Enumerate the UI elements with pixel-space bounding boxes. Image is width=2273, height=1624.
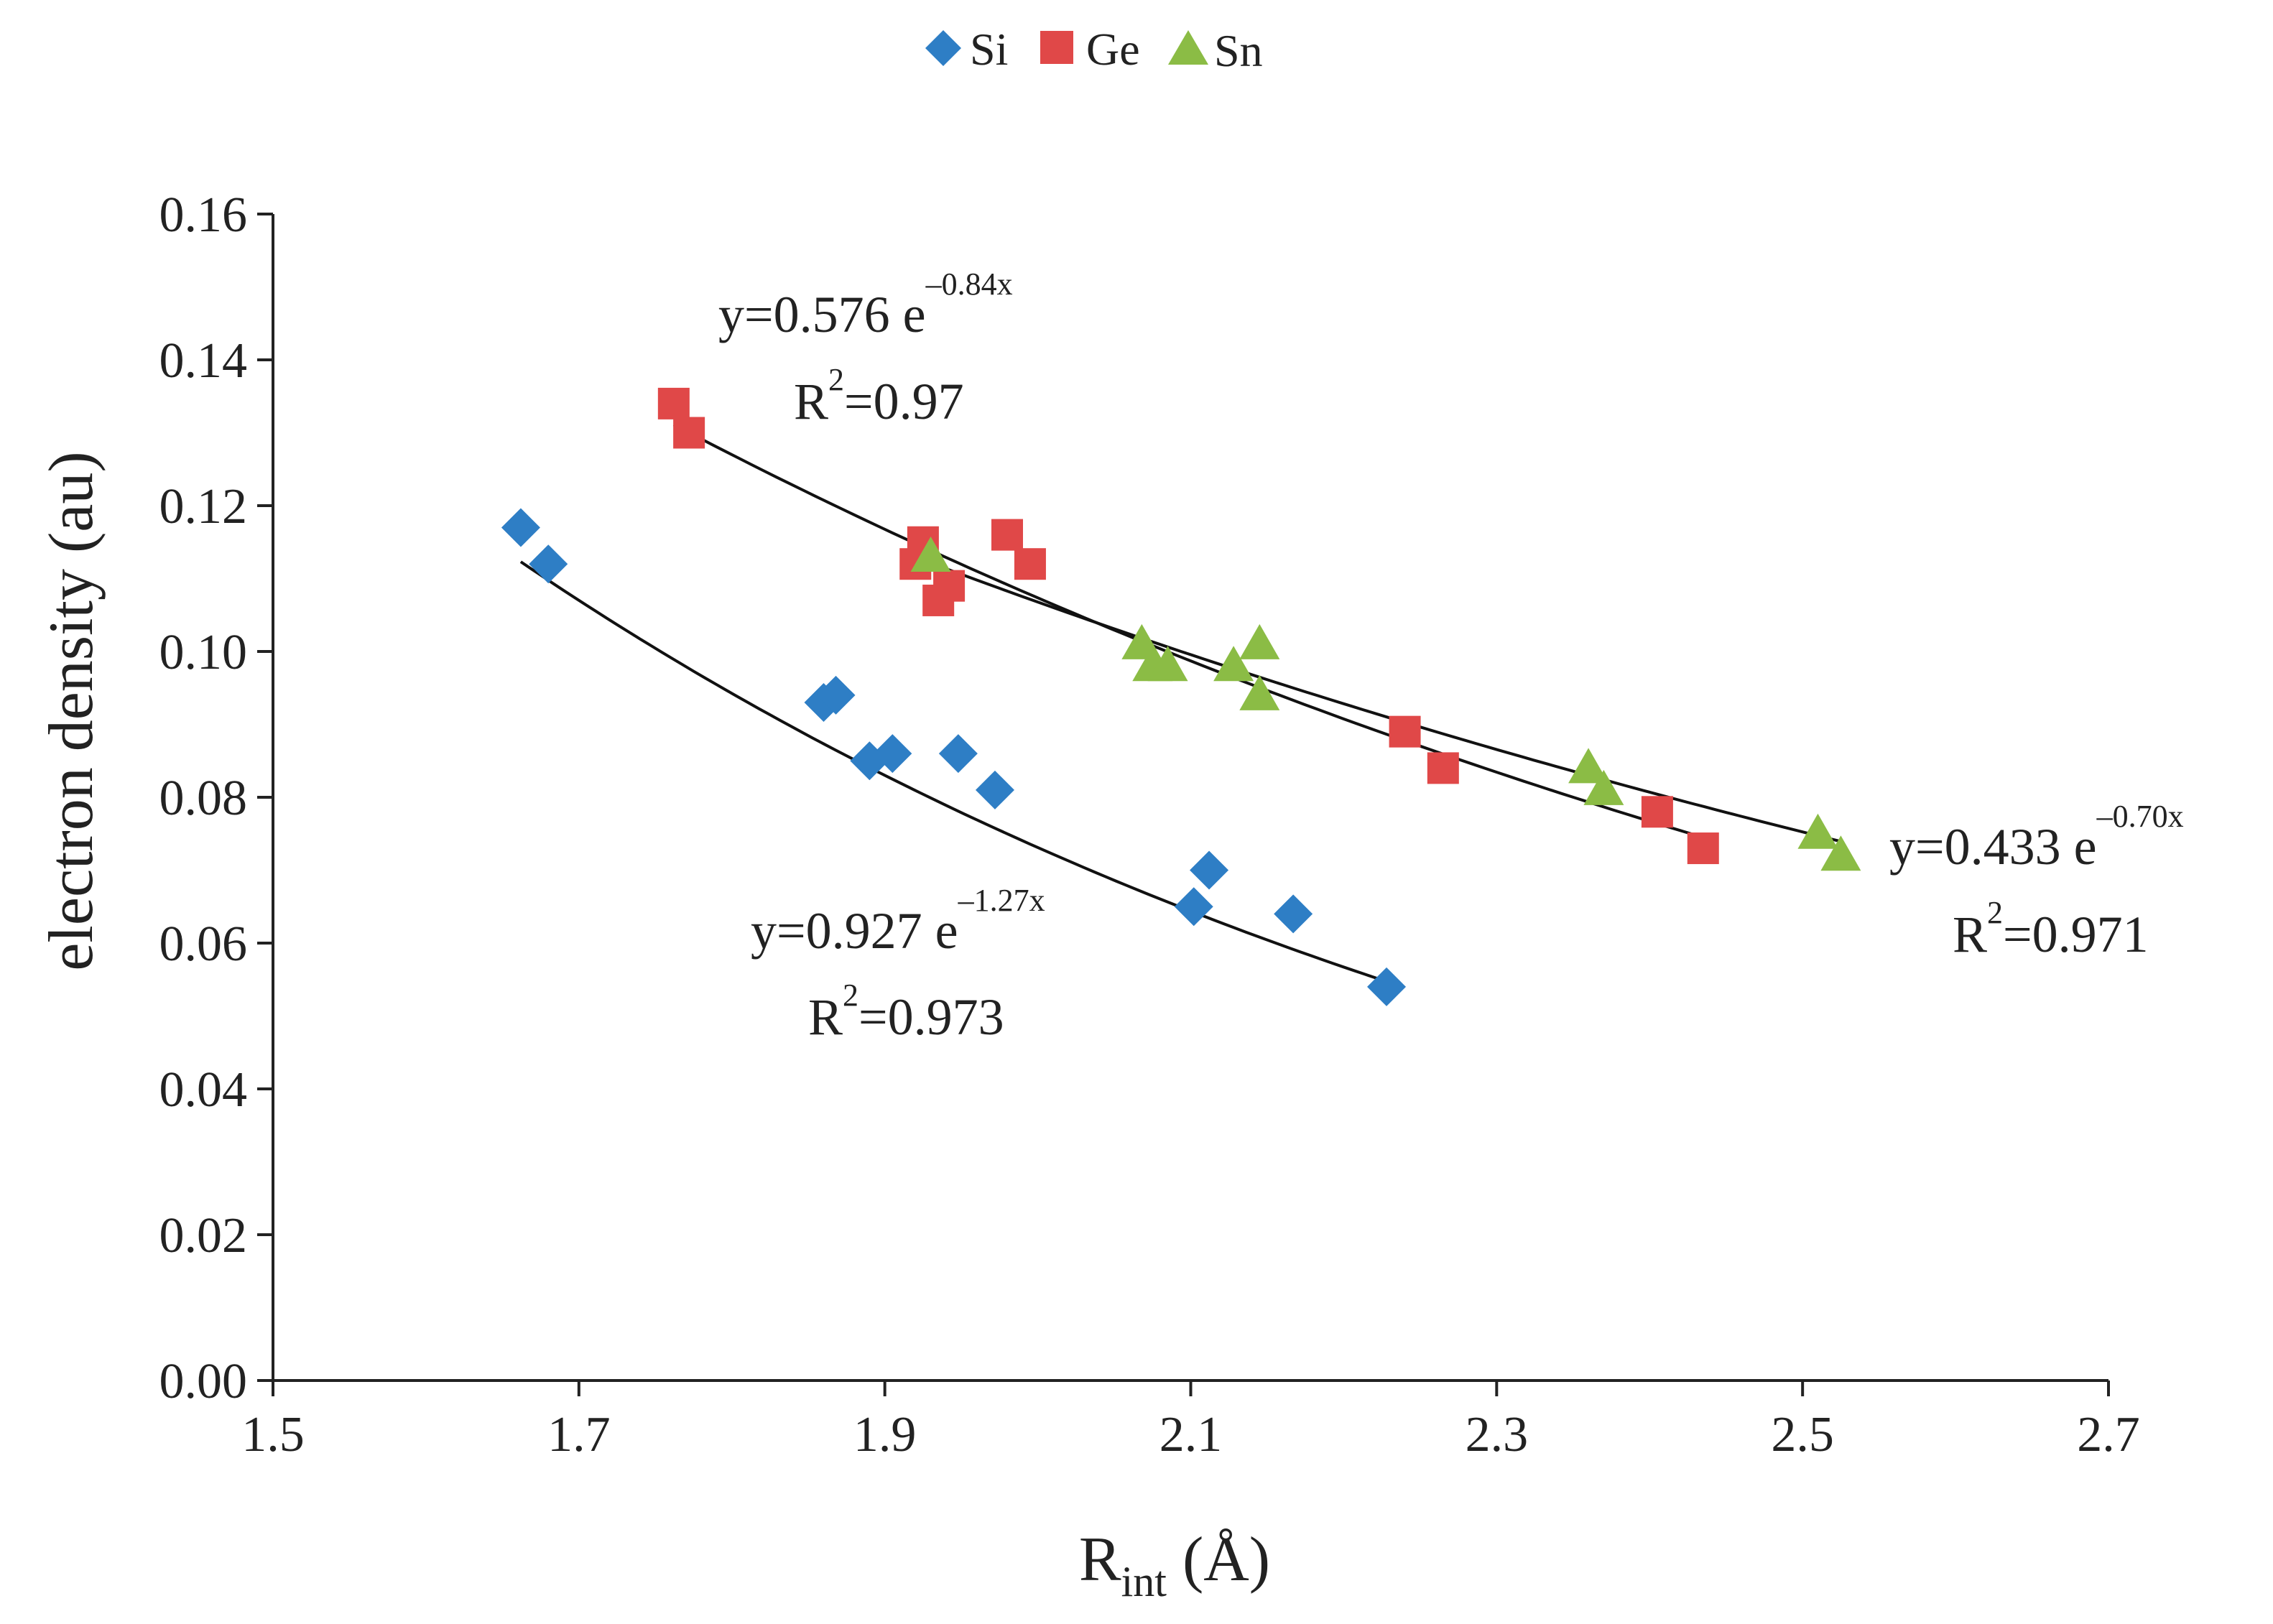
point-si[interactable] (529, 544, 568, 584)
point-ge[interactable] (673, 417, 705, 449)
y-tick-label: 0.08 (159, 771, 248, 826)
annotation-si-eq-base: y=0.927 e (751, 902, 958, 960)
legend-label-ge: Ge (1086, 24, 1140, 75)
annotation-ge: y=0.576 e–0.84x R2=0.97 (718, 266, 1013, 430)
point-ge[interactable] (1014, 548, 1046, 580)
annotation-ge-equation: y=0.576 e–0.84x (718, 266, 1013, 343)
point-si[interactable] (938, 734, 978, 774)
annotation-si-r2: R2=0.973 (808, 978, 1004, 1046)
point-si[interactable] (1274, 894, 1313, 934)
x-axis-title: Rint (Å) (1079, 1525, 1270, 1605)
point-ge[interactable] (1641, 796, 1673, 828)
point-ge[interactable] (1427, 752, 1459, 784)
point-ge[interactable] (991, 519, 1023, 551)
legend-label-sn: Sn (1214, 25, 1263, 76)
annotation-ge-r2-value: =0.97 (844, 373, 964, 430)
axes: 1.5 1.7 1.9 2.1 2.3 2.5 2.7 0.000.020.040.060.… (159, 187, 2140, 1462)
point-sn[interactable] (1147, 646, 1188, 682)
x-tick-label: 1.5 (241, 1407, 305, 1462)
y-tick-label: 0.16 (159, 187, 248, 243)
fit-curve-sn (930, 561, 1841, 843)
annotation-ge-eq-exponent: –0.84x (925, 266, 1013, 302)
y-axis-title: electron density (au) (37, 451, 106, 970)
annotation-ge-r2: R2=0.97 (794, 362, 964, 430)
annotation-si-equation: y=0.927 e–1.27x (751, 883, 1045, 960)
x-ticks: 1.5 1.7 1.9 2.1 2.3 2.5 2.7 (241, 1381, 2140, 1462)
point-si[interactable] (1190, 850, 1229, 890)
y-tick-label: 0.06 (159, 917, 248, 972)
y-tick-label: 0.14 (159, 333, 248, 389)
annotation-si: y=0.927 e–1.27x R2=0.973 (751, 883, 1045, 1046)
x-axis-title-main: R (1079, 1525, 1121, 1595)
y-tick-label: 0.02 (159, 1208, 248, 1263)
legend-item-si[interactable]: Si (925, 24, 1008, 75)
x-axis-title-unit: (Å) (1167, 1525, 1270, 1595)
x-tick-label: 2.7 (2077, 1407, 2140, 1462)
annotation-sn: y=0.433 e–0.70x R2=0.971 (1889, 799, 2184, 963)
fit-curves (519, 423, 1841, 983)
y-ticks: 0.00 0.02 0.04 0.06 0.08 0.10 0.12 0.14 0.16 (159, 187, 273, 1409)
legend-marker-si (925, 30, 961, 66)
point-sn[interactable] (1568, 748, 1609, 784)
legend-item-ge[interactable]: Ge (1040, 24, 1140, 75)
y-tick-label: 0.04 (159, 1062, 248, 1118)
point-si[interactable] (816, 675, 856, 715)
point-ge[interactable] (1687, 832, 1719, 865)
fit-curve-ge (672, 423, 1704, 839)
data-points (501, 387, 1861, 1006)
annotation-si-r2-sup: 2 (843, 978, 858, 1013)
annotation-si-r2-value: =0.973 (858, 988, 1004, 1046)
point-si[interactable] (501, 508, 540, 547)
x-tick-label: 1.9 (853, 1407, 917, 1462)
legend-label-si: Si (970, 24, 1008, 75)
point-sn[interactable] (1239, 674, 1280, 710)
legend-marker-sn (1168, 30, 1208, 65)
annotation-sn-equation: y=0.433 e–0.70x (1889, 799, 2184, 876)
annotation-sn-r2: R2=0.971 (1953, 895, 2149, 963)
point-ge[interactable] (657, 387, 690, 419)
annotation-ge-r2-label: R (794, 373, 828, 430)
annotation-si-r2-label: R (808, 988, 843, 1046)
y-tick-label: 0.00 (159, 1354, 248, 1409)
point-ge[interactable] (933, 570, 966, 602)
annotation-sn-r2-label: R (1953, 906, 1987, 963)
x-tick-label: 2.5 (1771, 1407, 1834, 1462)
point-si[interactable] (873, 734, 912, 774)
annotation-sn-r2-value: =0.971 (2003, 906, 2149, 963)
point-ge[interactable] (1389, 715, 1421, 748)
point-si[interactable] (975, 770, 1014, 809)
point-si[interactable] (1174, 887, 1213, 927)
point-sn[interactable] (1239, 623, 1280, 659)
annotation-sn-r2-sup: 2 (1987, 895, 2003, 930)
x-tick-label: 1.7 (547, 1407, 611, 1462)
x-tick-label: 2.1 (1159, 1407, 1223, 1462)
y-tick-label: 0.12 (159, 479, 248, 534)
point-sn[interactable] (910, 537, 951, 572)
legend: Si Ge Sn (925, 24, 1263, 76)
point-sn[interactable] (1820, 835, 1861, 871)
annotation-ge-eq-base: y=0.576 e (718, 286, 926, 343)
point-sn[interactable] (1797, 813, 1838, 849)
legend-marker-ge (1040, 31, 1073, 64)
annotation-sn-eq-base: y=0.433 e (1889, 818, 2097, 876)
annotation-ge-r2-sup: 2 (828, 362, 844, 397)
x-axis-title-sub: int (1121, 1558, 1167, 1605)
x-tick-label: 2.3 (1466, 1407, 1529, 1462)
point-sn[interactable] (1583, 769, 1624, 805)
point-sn[interactable] (1213, 646, 1254, 682)
fit-curve-si (519, 560, 1387, 983)
y-tick-label: 0.10 (159, 625, 248, 680)
point-si[interactable] (1367, 967, 1407, 1006)
annotation-si-eq-exponent: –1.27x (958, 883, 1045, 918)
annotation-sn-eq-exponent: –0.70x (2096, 799, 2184, 834)
legend-item-sn[interactable]: Sn (1168, 25, 1263, 76)
